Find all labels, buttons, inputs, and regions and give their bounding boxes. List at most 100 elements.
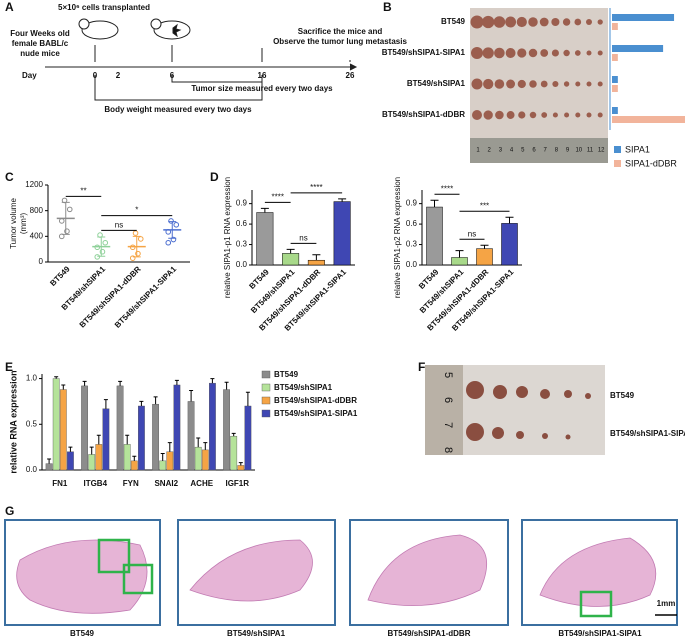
y-axis-label: relative SIPA1-p2 RNA expression (393, 177, 402, 298)
legend-label: BT549 (274, 370, 299, 379)
tumor (575, 112, 581, 118)
tumor (574, 50, 581, 56)
tumor (529, 80, 537, 88)
tumor (597, 81, 603, 87)
ruler-label: 11 (587, 148, 594, 154)
bar (130, 460, 138, 471)
tumor (492, 427, 504, 439)
tumor (597, 19, 603, 25)
tumor (470, 15, 484, 29)
error-bar (174, 379, 179, 385)
ruler-label: 9 (566, 148, 570, 154)
bar (116, 385, 124, 471)
tumor (586, 19, 592, 25)
error-bar (245, 391, 250, 406)
error-bar (210, 378, 215, 384)
tumor (518, 111, 526, 119)
bar (45, 463, 53, 471)
tumor (516, 431, 524, 439)
data-point (102, 239, 109, 246)
legend-swatch (261, 383, 271, 392)
bar (612, 54, 618, 61)
bar (166, 451, 174, 471)
tumor (551, 17, 560, 27)
ruler (425, 365, 463, 455)
tumor (516, 16, 527, 28)
data-point (135, 250, 141, 257)
y-tick-label: 0.3 (406, 240, 418, 249)
bar (209, 382, 216, 471)
tumor (529, 111, 537, 119)
day-label: 16 (258, 71, 267, 80)
bar (244, 405, 252, 471)
error-bar (132, 455, 137, 461)
x-tick-label: ACHE (190, 479, 213, 488)
tumor (586, 112, 592, 118)
bar (612, 116, 685, 123)
lung-images (4, 519, 678, 626)
ruler-label: 4 (510, 148, 514, 154)
bar (123, 444, 131, 471)
tumor (528, 48, 538, 58)
error-bar (61, 384, 66, 390)
bar (612, 14, 675, 21)
tumor (575, 81, 581, 87)
annotation: female BABL/c (12, 39, 69, 48)
ruler-label: 2 (488, 148, 492, 154)
legend-swatch (261, 396, 271, 405)
bar (237, 465, 245, 471)
legend-label: SIPA1-dDBR (625, 158, 677, 168)
data-point (94, 254, 101, 260)
bar (102, 408, 110, 471)
tumor (540, 389, 550, 399)
day-label: 0 (93, 71, 98, 80)
legend-label: BT549/shSIPA1-SIPA1 (274, 409, 358, 418)
error-bar (430, 199, 439, 208)
annotation: 5×10⁶ cells transplanted (58, 3, 150, 12)
tumor (506, 111, 515, 119)
row-label: BT549/shSIPA1-dDBR (382, 110, 465, 119)
panel-letter: G (5, 504, 14, 518)
legend-swatch (261, 409, 271, 418)
error-bar (89, 446, 94, 455)
tumor (563, 81, 570, 87)
image-label: BT549 (70, 629, 95, 638)
annotation: Four Weeks old (10, 29, 70, 38)
annotation: Observe the tumor lung metastasis (273, 37, 407, 46)
tumor (466, 381, 484, 399)
y-tick-label: 1.0 (26, 374, 38, 383)
y-tick-label: 1200 (25, 180, 43, 189)
bar (95, 444, 103, 471)
significance-label: ns (299, 233, 307, 242)
bar (152, 403, 159, 471)
error-bar (118, 380, 123, 386)
data-point (165, 239, 172, 246)
tumor (552, 112, 558, 118)
bar (451, 257, 468, 266)
timeline-art (45, 18, 358, 101)
y-tick-label: 0.3 (236, 240, 248, 249)
error-bar (203, 442, 208, 450)
data-point (132, 230, 139, 236)
error-bar (286, 248, 295, 254)
tumor (542, 433, 548, 439)
significance-label: ns (115, 220, 123, 229)
x-tick-label: SNAI2 (154, 479, 178, 488)
tumor (562, 18, 571, 26)
panel-letter: D (210, 170, 219, 184)
error-bar (47, 458, 52, 464)
tumor (516, 386, 528, 398)
tumor (506, 79, 516, 89)
tumor (552, 80, 559, 88)
error-bar (224, 381, 229, 390)
error-bar (312, 254, 321, 261)
data-point (99, 248, 106, 255)
y-tick-label: 0.0 (406, 260, 418, 269)
tumor (586, 50, 592, 56)
data-point (58, 218, 65, 224)
tumor (597, 112, 603, 118)
y-axis-label: relative SIPA1-p1 RNA expression (223, 177, 232, 298)
bar (230, 435, 238, 471)
row-label: BT549 (610, 391, 635, 400)
error-bar (196, 437, 201, 448)
